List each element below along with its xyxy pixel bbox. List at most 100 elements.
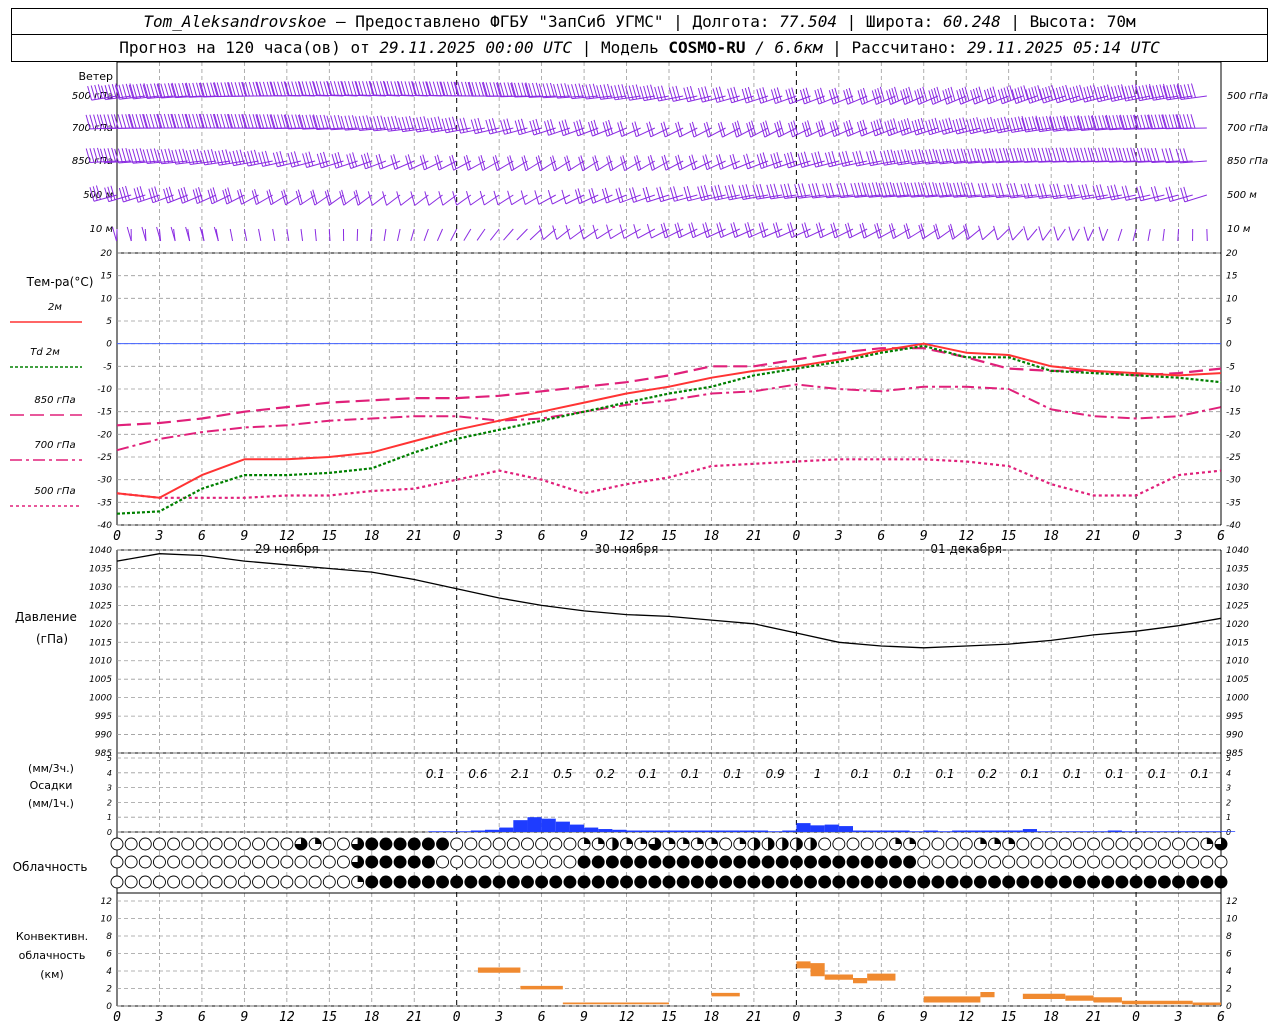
wind-feather xyxy=(107,114,113,129)
wind-feather xyxy=(906,182,912,198)
precip-bar xyxy=(1022,829,1037,832)
cloud-symbol xyxy=(1030,837,1044,851)
wind-feather xyxy=(891,223,897,238)
wind-feather xyxy=(892,182,898,198)
wind-barb xyxy=(775,95,797,105)
wind-feather xyxy=(1121,86,1127,102)
wind-feather xyxy=(382,191,388,206)
cloud-fill xyxy=(697,838,704,844)
wind-feather xyxy=(276,151,282,167)
wind-feather xyxy=(834,87,840,103)
cloud-symbol xyxy=(407,875,421,889)
cloud-symbol xyxy=(591,837,605,851)
wind-feather xyxy=(745,184,751,199)
wind-barb xyxy=(596,228,613,240)
wind-barb xyxy=(90,160,118,164)
wind-feather xyxy=(192,113,198,129)
wind-feather xyxy=(935,149,941,164)
x-tick-label: 18 xyxy=(704,1010,720,1024)
x-tick-label: 15 xyxy=(321,1010,337,1024)
latitude-label: | Широта: xyxy=(846,12,934,31)
wind-feather xyxy=(903,119,909,134)
wind-feather xyxy=(520,118,526,133)
precip-bar xyxy=(485,829,500,832)
cloud-symbol xyxy=(988,855,1001,869)
wind-feather xyxy=(852,151,858,167)
wind-feather xyxy=(329,81,335,96)
wind-feather xyxy=(565,225,571,240)
wind-barb xyxy=(1095,127,1122,131)
cloud-circle xyxy=(195,875,209,889)
cloud-symbol xyxy=(874,837,888,851)
wind-barb xyxy=(840,194,868,199)
wind-feather xyxy=(978,225,984,240)
wind-barb xyxy=(706,160,726,171)
wind-feather xyxy=(355,81,361,96)
wind-feather xyxy=(861,222,867,238)
cloud-fill xyxy=(315,838,322,844)
wind-feather xyxy=(1028,116,1034,132)
wind-feather xyxy=(1147,114,1153,130)
y-tick-label: -25 xyxy=(1226,453,1241,463)
wind-feather xyxy=(804,121,810,136)
wind-feather xyxy=(535,156,541,171)
wind-feather xyxy=(629,188,635,203)
wind-barb xyxy=(1066,160,1094,163)
wind-feather xyxy=(843,122,849,137)
wind-barb xyxy=(861,127,882,137)
cloud-circle xyxy=(1016,837,1030,851)
temp-series-line xyxy=(116,347,1222,427)
precip-bar xyxy=(1051,831,1066,832)
x-tick-label: 21 xyxy=(746,1010,762,1024)
wind-feather xyxy=(507,190,513,205)
wind-feather xyxy=(268,189,274,204)
wind-feather xyxy=(1083,226,1089,241)
wind-feather xyxy=(1056,183,1062,198)
wind-feather xyxy=(341,81,347,96)
wind-feather xyxy=(90,85,96,100)
wind-feather xyxy=(815,183,821,198)
wind-feather xyxy=(668,87,674,102)
y-tick-label: -20 xyxy=(1226,430,1241,440)
wind-feather xyxy=(845,150,851,166)
wind-feather xyxy=(675,122,681,138)
wind-feather xyxy=(861,182,867,197)
wind-feather xyxy=(947,87,953,103)
wind-feather xyxy=(1000,88,1006,103)
precip-bar xyxy=(1206,831,1221,832)
wind-level-label: 500 м xyxy=(1227,190,1257,201)
cloud-circle xyxy=(605,875,619,889)
wind-feather xyxy=(921,150,927,165)
wind-feather xyxy=(866,151,872,166)
cloud-circle xyxy=(266,837,280,851)
wind-feather xyxy=(560,83,566,98)
wind-feather xyxy=(981,148,987,163)
wind-feather xyxy=(756,154,762,169)
wind-feather xyxy=(387,116,393,131)
wind-barb xyxy=(528,95,556,98)
wind-feather xyxy=(1183,186,1189,202)
wind-barb xyxy=(306,160,330,168)
cloud-circle xyxy=(719,875,733,889)
wind-barb xyxy=(911,194,938,198)
wind-feather xyxy=(411,81,417,96)
wind-feather xyxy=(891,87,897,103)
cloud-circle xyxy=(818,837,832,851)
precip-title: Осадки xyxy=(30,779,73,792)
cloud-symbol xyxy=(110,875,124,889)
cloud-circle xyxy=(138,855,152,869)
wind-feather xyxy=(961,87,967,103)
wind-barb xyxy=(1039,127,1066,133)
wind-barb xyxy=(888,127,910,137)
cloud-symbol xyxy=(322,837,336,851)
wind-barb xyxy=(1151,160,1179,163)
wind-feather xyxy=(972,117,978,133)
wind-barb xyxy=(637,228,656,239)
cloud-circle xyxy=(280,875,294,889)
cloud-symbol xyxy=(1058,837,1072,851)
precip-total-label: 2.1 xyxy=(511,767,530,781)
wind-feather xyxy=(577,188,583,203)
wind-feather xyxy=(859,224,865,239)
wind-feather xyxy=(748,121,754,137)
